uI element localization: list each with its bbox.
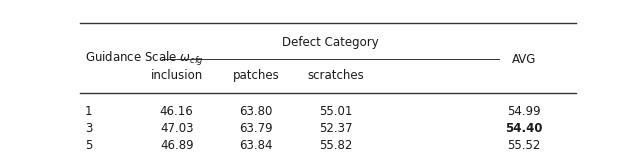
Text: 52.37: 52.37 [319,122,352,135]
Text: 47.03: 47.03 [160,122,193,135]
Text: patches: patches [233,69,280,82]
Text: Defect Category: Defect Category [282,36,379,49]
Text: inclusion: inclusion [150,69,203,82]
Text: 55.82: 55.82 [319,139,352,152]
Text: 63.80: 63.80 [239,105,273,118]
Text: 1: 1 [85,105,92,118]
Text: 63.84: 63.84 [239,139,273,152]
Text: 46.89: 46.89 [160,139,193,152]
Text: 54.99: 54.99 [507,105,541,118]
Text: 63.79: 63.79 [239,122,273,135]
Text: 3: 3 [85,122,92,135]
Text: 55.52: 55.52 [508,139,541,152]
Text: AVG: AVG [512,53,536,66]
Text: 5: 5 [85,139,92,152]
Text: 55.01: 55.01 [319,105,352,118]
Text: 46.16: 46.16 [160,105,193,118]
Text: Guidance Scale $\omega_{cfg}$: Guidance Scale $\omega_{cfg}$ [85,50,204,68]
Text: 54.40: 54.40 [505,122,543,135]
Text: scratches: scratches [307,69,364,82]
